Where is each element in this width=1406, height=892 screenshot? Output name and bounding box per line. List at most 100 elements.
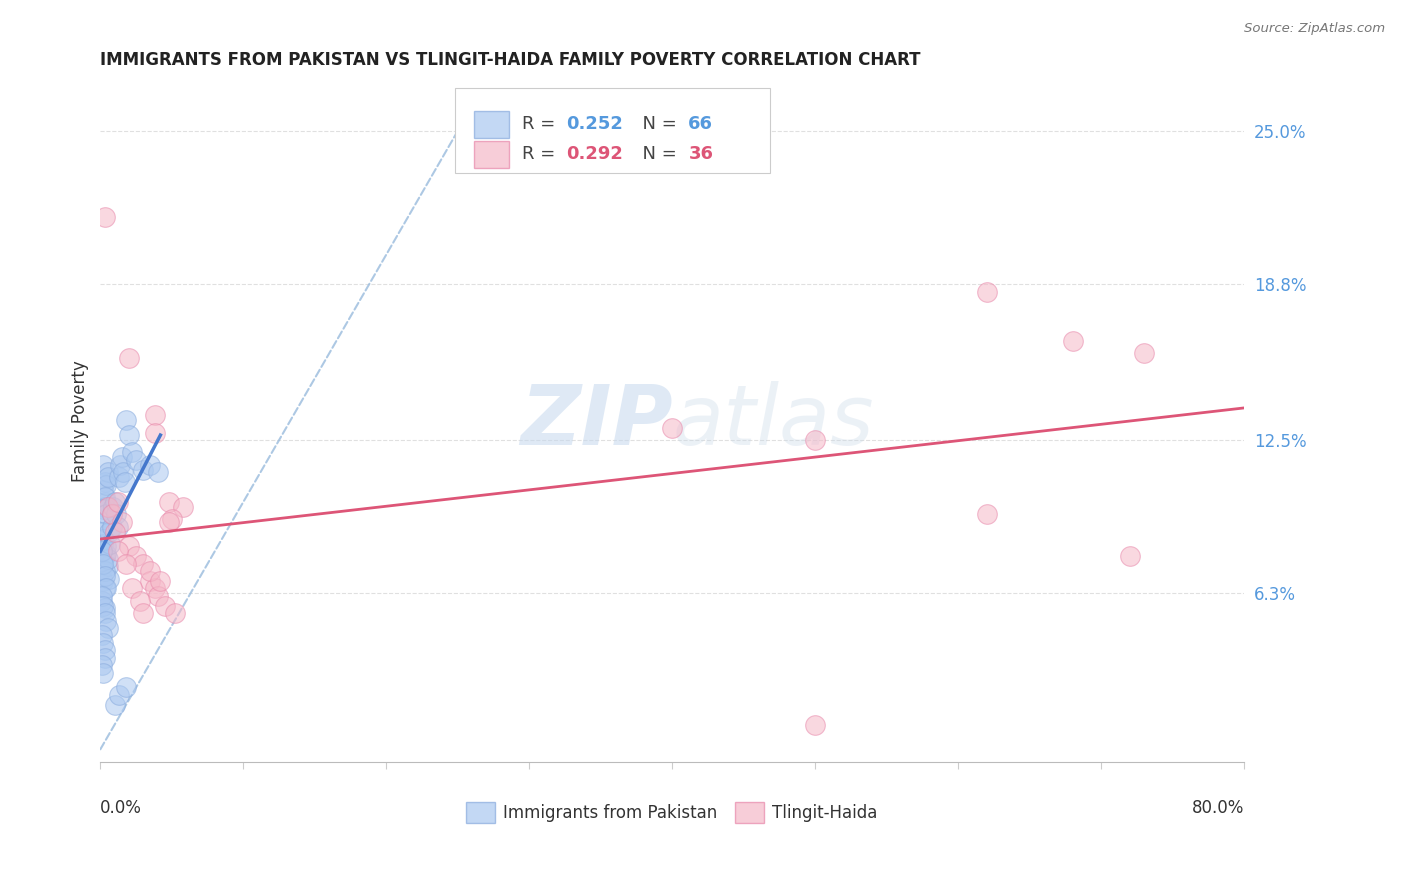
- Point: [111, 450, 134, 465]
- Point: [93, 564, 115, 578]
- Point: [91, 557, 114, 571]
- Point: [107, 544, 129, 558]
- Point: [121, 582, 143, 596]
- Point: [976, 508, 998, 522]
- Point: [160, 512, 183, 526]
- FancyBboxPatch shape: [474, 111, 509, 138]
- Point: [104, 495, 127, 509]
- Point: [105, 508, 128, 522]
- Point: [804, 717, 827, 731]
- Point: [93, 582, 115, 596]
- Point: [146, 589, 169, 603]
- Point: [90, 524, 112, 539]
- Point: [97, 524, 120, 539]
- Point: [139, 564, 162, 578]
- Point: [98, 537, 121, 551]
- Text: IMMIGRANTS FROM PAKISTAN VS TLINGIT-HAIDA FAMILY POVERTY CORRELATION CHART: IMMIGRANTS FROM PAKISTAN VS TLINGIT-HAID…: [100, 51, 921, 69]
- Point: [91, 574, 114, 588]
- Point: [153, 599, 176, 613]
- Point: [139, 574, 162, 588]
- FancyBboxPatch shape: [474, 141, 509, 168]
- FancyBboxPatch shape: [467, 803, 495, 823]
- Point: [93, 606, 115, 620]
- Text: Immigrants from Pakistan: Immigrants from Pakistan: [503, 804, 717, 822]
- Point: [103, 500, 125, 514]
- Point: [118, 540, 141, 554]
- Point: [111, 515, 134, 529]
- Point: [115, 413, 138, 427]
- Text: 80.0%: 80.0%: [1192, 799, 1244, 817]
- Text: N =: N =: [631, 145, 683, 163]
- Point: [1119, 549, 1142, 564]
- Point: [107, 495, 129, 509]
- Text: R =: R =: [523, 145, 561, 163]
- Point: [107, 519, 129, 533]
- Point: [661, 420, 683, 434]
- Point: [143, 425, 166, 440]
- Point: [93, 515, 115, 529]
- Point: [115, 681, 138, 695]
- Point: [94, 495, 117, 509]
- Point: [94, 477, 117, 491]
- Point: [94, 614, 117, 628]
- Point: [93, 490, 115, 504]
- Point: [91, 483, 114, 497]
- Point: [90, 554, 112, 568]
- Point: [104, 698, 127, 712]
- Point: [114, 475, 136, 489]
- Point: [1062, 334, 1084, 348]
- Point: [101, 508, 124, 522]
- Point: [91, 537, 114, 551]
- FancyBboxPatch shape: [735, 803, 763, 823]
- Point: [91, 636, 114, 650]
- Text: 0.252: 0.252: [567, 115, 623, 134]
- Point: [143, 409, 166, 423]
- Text: N =: N =: [631, 115, 683, 134]
- Point: [118, 351, 141, 366]
- Point: [94, 547, 117, 561]
- Text: ZIP: ZIP: [520, 381, 672, 462]
- Point: [149, 574, 172, 588]
- Point: [96, 551, 118, 566]
- Point: [125, 549, 148, 564]
- Point: [115, 557, 138, 571]
- Point: [90, 594, 112, 608]
- Point: [132, 463, 155, 477]
- Point: [96, 559, 118, 574]
- Point: [96, 465, 118, 479]
- Point: [804, 433, 827, 447]
- Point: [139, 458, 162, 472]
- Point: [118, 428, 141, 442]
- Point: [91, 665, 114, 680]
- Point: [132, 606, 155, 620]
- Point: [143, 582, 166, 596]
- Point: [93, 650, 115, 665]
- Point: [90, 658, 112, 673]
- Point: [93, 601, 115, 615]
- Text: 0.0%: 0.0%: [100, 799, 142, 817]
- Point: [90, 544, 112, 558]
- Point: [108, 470, 131, 484]
- Point: [172, 500, 194, 514]
- Text: 66: 66: [689, 115, 713, 134]
- Point: [96, 621, 118, 635]
- Point: [146, 465, 169, 479]
- Text: atlas: atlas: [672, 381, 875, 462]
- Point: [129, 594, 152, 608]
- Point: [101, 519, 124, 533]
- Point: [976, 285, 998, 299]
- Text: Tlingit-Haida: Tlingit-Haida: [772, 804, 877, 822]
- FancyBboxPatch shape: [456, 88, 769, 173]
- Text: R =: R =: [523, 115, 561, 134]
- Text: 36: 36: [689, 145, 713, 163]
- Text: 0.292: 0.292: [567, 145, 623, 163]
- Point: [93, 475, 115, 489]
- Point: [91, 599, 114, 613]
- Point: [96, 500, 118, 514]
- Point: [90, 562, 112, 576]
- Point: [125, 453, 148, 467]
- Point: [91, 502, 114, 516]
- Point: [132, 557, 155, 571]
- Point: [90, 589, 112, 603]
- Point: [93, 211, 115, 225]
